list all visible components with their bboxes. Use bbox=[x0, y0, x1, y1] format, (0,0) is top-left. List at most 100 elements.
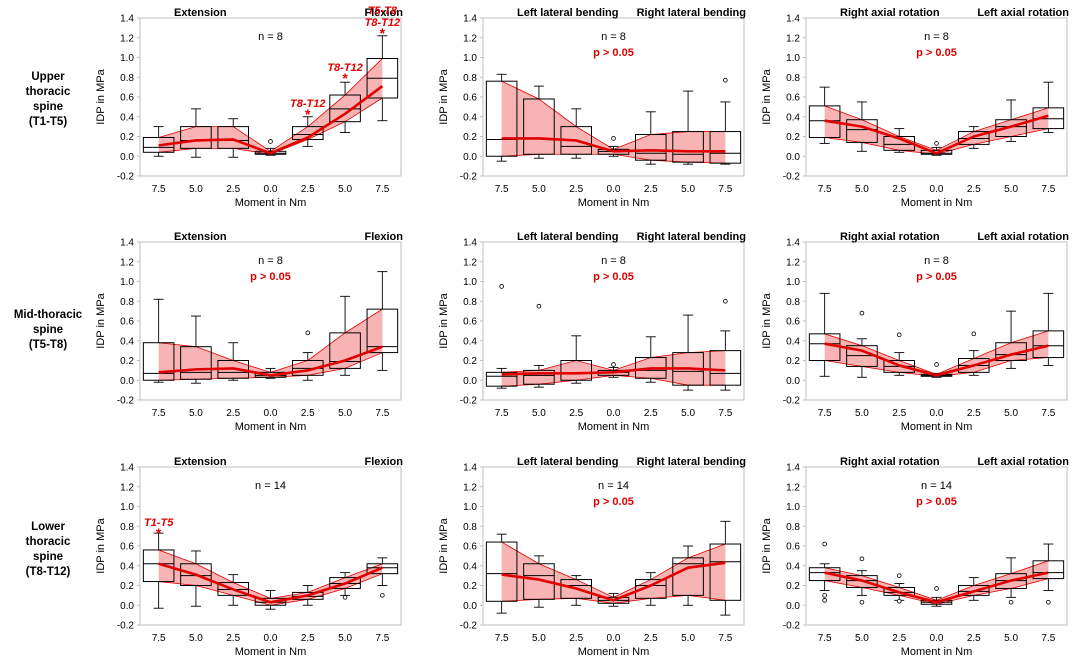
row-label-line: spine bbox=[33, 551, 63, 563]
x-axis-label: Moment in Nm bbox=[901, 646, 973, 658]
x-tick-label: 5.0 bbox=[681, 633, 695, 644]
x-axis-label: Moment in Nm bbox=[901, 197, 973, 209]
box-plot bbox=[634, 572, 667, 606]
iqr-band bbox=[158, 309, 383, 381]
box-plot bbox=[180, 315, 212, 384]
significance-star: * bbox=[380, 25, 386, 41]
direction-title-left: Extension bbox=[174, 456, 227, 468]
y-tick-label: 0.8 bbox=[120, 73, 134, 84]
x-tick-label: 2.5 bbox=[644, 184, 658, 195]
x-tick-label: 0.0 bbox=[264, 184, 278, 195]
x-tick-label: 2.5 bbox=[301, 633, 315, 644]
box-iqr bbox=[560, 579, 593, 599]
box-iqr bbox=[180, 563, 212, 587]
p-value-label: p > 0.05 bbox=[916, 271, 957, 283]
sample-size-label: n = 8 bbox=[924, 255, 949, 267]
outlier-point bbox=[1046, 599, 1051, 605]
x-tick-label: 0.0 bbox=[607, 184, 621, 195]
trend-line bbox=[501, 561, 726, 602]
y-axis-label: IDP in MPa bbox=[95, 68, 107, 124]
iqr-band bbox=[824, 330, 1049, 377]
y-tick-label: 0.0 bbox=[120, 601, 134, 612]
box-plot bbox=[597, 592, 630, 607]
box-plot bbox=[142, 298, 175, 383]
x-tick-label: 0.0 bbox=[607, 408, 621, 419]
sample-size-label: n = 14 bbox=[598, 480, 629, 492]
y-tick-label: 1.0 bbox=[786, 277, 800, 288]
x-tick-label: 5.0 bbox=[189, 633, 203, 644]
x-tick-label: 7.5 bbox=[1041, 184, 1055, 195]
y-tick-label: 0.6 bbox=[786, 317, 800, 328]
p-value-label: p > 0.05 bbox=[593, 271, 634, 283]
x-tick-label: 7.5 bbox=[495, 184, 509, 195]
x-tick-label: 5.0 bbox=[189, 184, 203, 195]
y-tick-label: 0.2 bbox=[120, 132, 134, 143]
box-iqr bbox=[485, 371, 518, 387]
y-tick-label: 1.4 bbox=[463, 238, 477, 249]
row-label-mid: Mid-thoracic spine (T5-T8) bbox=[14, 309, 83, 351]
outlier-point bbox=[342, 595, 348, 600]
x-tick-label: 2.5 bbox=[892, 633, 906, 644]
x-tick-label: 2.5 bbox=[301, 408, 315, 419]
y-tick-label: 1.4 bbox=[120, 238, 134, 249]
box-plot bbox=[920, 596, 953, 607]
x-tick-label: 2.5 bbox=[967, 408, 981, 419]
significance-star: * bbox=[156, 525, 162, 541]
y-tick-label: 0.6 bbox=[463, 93, 477, 104]
outlier-point bbox=[723, 77, 728, 83]
trend-line bbox=[824, 342, 1049, 377]
box-plot bbox=[523, 364, 555, 388]
trend-line bbox=[158, 562, 383, 604]
y-tick-label: 0.2 bbox=[463, 581, 477, 592]
chart-panel: -0.2 0.0 0.2 0.4 0.6 0.8 1.0 1.2 1.4 7.5 5.0 2.5 0.0… bbox=[761, 231, 1069, 433]
direction-title-left: Extension bbox=[174, 231, 227, 243]
box-iqr bbox=[634, 579, 667, 599]
box-plot bbox=[180, 550, 212, 607]
row-label-line: thoracic bbox=[26, 536, 71, 548]
direction-title-right: Left axial rotation bbox=[977, 7, 1069, 19]
sample-size-label: n = 8 bbox=[924, 31, 949, 43]
y-tick-label: 0.2 bbox=[786, 581, 800, 592]
x-tick-label: 7.5 bbox=[152, 184, 166, 195]
direction-title-right: Flexion bbox=[364, 7, 403, 19]
direction-title-left: Right axial rotation bbox=[840, 231, 940, 243]
row-label-upper: Upper thoracic spine (T1-T5) bbox=[26, 71, 71, 128]
x-tick-label: 7.5 bbox=[818, 633, 832, 644]
iqr-band bbox=[824, 105, 1049, 155]
significance-label: T8-T12 bbox=[327, 62, 362, 74]
direction-title-right: Flexion bbox=[364, 231, 403, 243]
x-tick-label: 7.5 bbox=[495, 633, 509, 644]
y-tick-label: 1.2 bbox=[120, 33, 134, 44]
x-tick-label: 7.5 bbox=[1041, 633, 1055, 644]
x-tick-label: 2.5 bbox=[226, 633, 240, 644]
outlier-point bbox=[611, 362, 616, 367]
box-plot bbox=[634, 111, 667, 165]
y-tick-label: 0.8 bbox=[786, 297, 800, 308]
direction-title-right: Flexion bbox=[364, 456, 403, 468]
x-axis-label: Moment in Nm bbox=[235, 421, 307, 433]
x-axis-label: Moment in Nm bbox=[578, 197, 650, 209]
y-tick-label: 1.0 bbox=[463, 53, 477, 64]
y-tick-label: 0.4 bbox=[786, 561, 800, 572]
y-tick-label: 0.0 bbox=[463, 601, 477, 612]
outlier-point bbox=[822, 598, 827, 603]
y-axis-label: IDP in MPa bbox=[761, 292, 773, 348]
direction-title-right: Right lateral bending bbox=[637, 456, 746, 468]
iqr-band bbox=[501, 542, 726, 604]
outlier-point bbox=[536, 303, 542, 309]
box-plot bbox=[329, 81, 361, 134]
outlier-point bbox=[859, 599, 865, 605]
outlier-point bbox=[934, 141, 939, 146]
x-tick-label: 7.5 bbox=[718, 408, 732, 419]
direction-title-left: Right axial rotation bbox=[840, 456, 940, 468]
y-tick-label: 1.4 bbox=[463, 14, 477, 25]
p-value-label: p > 0.05 bbox=[250, 271, 291, 283]
y-tick-label: -0.2 bbox=[117, 396, 135, 407]
iqr-band bbox=[158, 549, 383, 606]
x-tick-label: 5.0 bbox=[855, 408, 869, 419]
outlier-point bbox=[896, 573, 902, 578]
direction-title-right: Right lateral bending bbox=[637, 7, 746, 19]
box-plot bbox=[846, 101, 878, 152]
x-axis-label: Moment in Nm bbox=[578, 421, 650, 433]
trend-line bbox=[824, 114, 1049, 155]
